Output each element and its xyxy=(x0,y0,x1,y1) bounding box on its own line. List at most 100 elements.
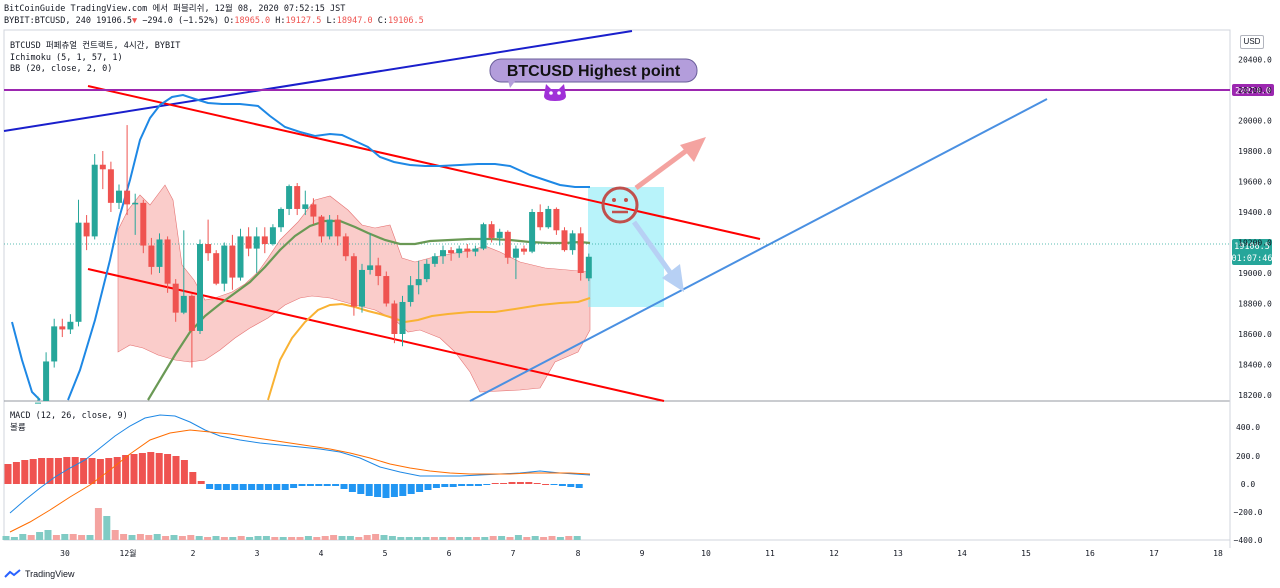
candle[interactable] xyxy=(359,263,365,313)
bb-upper-band xyxy=(67,93,590,401)
time-tick: 4 xyxy=(319,549,324,558)
candle[interactable] xyxy=(521,245,527,255)
legend-macd[interactable]: MACD (12, 26, close, 9) xyxy=(10,411,128,421)
candle[interactable] xyxy=(472,245,479,257)
candle[interactable] xyxy=(59,318,66,338)
tradingview-logo-icon xyxy=(4,569,21,578)
candle[interactable] xyxy=(496,228,503,246)
channel-top-line[interactable] xyxy=(87,85,761,240)
candle[interactable] xyxy=(529,208,536,254)
macd-bar xyxy=(46,458,54,484)
legend-ichimoku[interactable]: Ichimoku (5, 1, 57, 1) xyxy=(10,53,123,63)
candle[interactable] xyxy=(221,242,228,292)
candle[interactable] xyxy=(407,276,414,307)
upper-trend-line[interactable] xyxy=(3,30,633,132)
candle[interactable] xyxy=(188,294,195,368)
footer-brand[interactable]: TradingView xyxy=(4,569,75,579)
candle[interactable] xyxy=(553,207,560,235)
candle[interactable] xyxy=(237,228,244,281)
volume-bar xyxy=(262,536,270,540)
candle[interactable] xyxy=(261,227,268,254)
candle[interactable] xyxy=(99,151,106,190)
candle[interactable] xyxy=(577,227,584,281)
candle[interactable] xyxy=(83,215,90,251)
candle[interactable] xyxy=(448,247,455,261)
candle[interactable] xyxy=(456,245,463,258)
candle[interactable] xyxy=(569,230,576,255)
candle[interactable] xyxy=(35,396,41,404)
candle[interactable] xyxy=(245,227,252,257)
candle[interactable] xyxy=(423,259,430,283)
down-arrow-icon xyxy=(631,220,684,292)
candle[interactable] xyxy=(294,183,301,216)
candle[interactable] xyxy=(180,230,187,315)
candle[interactable] xyxy=(415,260,422,295)
candle[interactable] xyxy=(391,300,398,344)
candle[interactable] xyxy=(367,233,374,275)
volume-bar xyxy=(61,534,69,540)
high-price-badge xyxy=(1232,84,1274,96)
candle[interactable] xyxy=(253,227,260,273)
candle[interactable] xyxy=(488,221,495,243)
candle[interactable] xyxy=(350,253,357,316)
candle[interactable] xyxy=(205,219,212,261)
candle[interactable] xyxy=(269,224,276,246)
legend-bb[interactable]: BB (20, close, 2, 0) xyxy=(10,64,112,74)
candle[interactable] xyxy=(124,125,131,216)
candle[interactable] xyxy=(545,205,552,229)
macd-bar xyxy=(382,484,390,498)
macd-bar xyxy=(4,464,12,484)
macd-bar xyxy=(172,456,180,484)
candle[interactable] xyxy=(107,161,114,212)
macd-bar xyxy=(214,484,222,490)
highest-point-callout[interactable]: BTCUSD Highest point xyxy=(489,58,698,88)
candle[interactable] xyxy=(383,271,390,307)
candle[interactable] xyxy=(512,245,519,280)
candle[interactable] xyxy=(164,236,171,293)
volume-bar xyxy=(380,535,388,540)
candle[interactable] xyxy=(585,253,592,282)
candle[interactable] xyxy=(140,199,147,254)
currency-button[interactable]: USD xyxy=(1240,35,1264,49)
candle[interactable] xyxy=(326,215,333,240)
candle[interactable] xyxy=(561,227,568,252)
price-axis[interactable]: 20400.0 20200.0 20000.0 19800.0 19600.0 19400… xyxy=(1238,56,1272,401)
macd-bar xyxy=(332,484,340,486)
candle[interactable] xyxy=(278,207,284,232)
macd-axis[interactable]: 400.0 200.0 0.0 −200.0 −400.0 xyxy=(1234,423,1263,545)
macd-bar xyxy=(483,484,491,485)
candle[interactable] xyxy=(318,215,325,243)
candle[interactable] xyxy=(43,352,50,401)
candle[interactable] xyxy=(156,233,163,273)
candle[interactable] xyxy=(399,295,406,347)
candle[interactable] xyxy=(91,154,98,240)
candle[interactable] xyxy=(302,190,309,216)
candle[interactable] xyxy=(213,250,220,286)
candle[interactable] xyxy=(431,253,438,267)
candle[interactable] xyxy=(172,279,179,322)
time-axis[interactable]: 30 12월 2 3 4 5 6 7 8 9 10 11 12 13 14 15 16 17 18 xyxy=(60,548,1223,558)
candle[interactable] xyxy=(116,184,122,209)
candle[interactable] xyxy=(197,239,203,334)
candle[interactable] xyxy=(334,215,341,246)
candle[interactable] xyxy=(75,199,82,327)
candle[interactable] xyxy=(51,318,58,368)
candle[interactable] xyxy=(464,244,471,258)
candle[interactable] xyxy=(310,198,317,225)
candle[interactable] xyxy=(504,230,511,264)
candle[interactable] xyxy=(440,245,446,264)
candle[interactable] xyxy=(148,237,155,275)
candle[interactable] xyxy=(342,233,349,261)
macd-bar xyxy=(432,484,440,488)
macd-bar xyxy=(248,484,256,490)
volume-bar xyxy=(2,536,10,540)
candle[interactable] xyxy=(537,204,544,231)
candle[interactable] xyxy=(132,193,139,235)
candle[interactable] xyxy=(480,222,487,251)
candle[interactable] xyxy=(229,234,236,290)
candle[interactable] xyxy=(67,314,74,334)
candle[interactable] xyxy=(286,184,293,216)
support-trend-line[interactable] xyxy=(469,98,1048,402)
candle[interactable] xyxy=(375,257,382,286)
